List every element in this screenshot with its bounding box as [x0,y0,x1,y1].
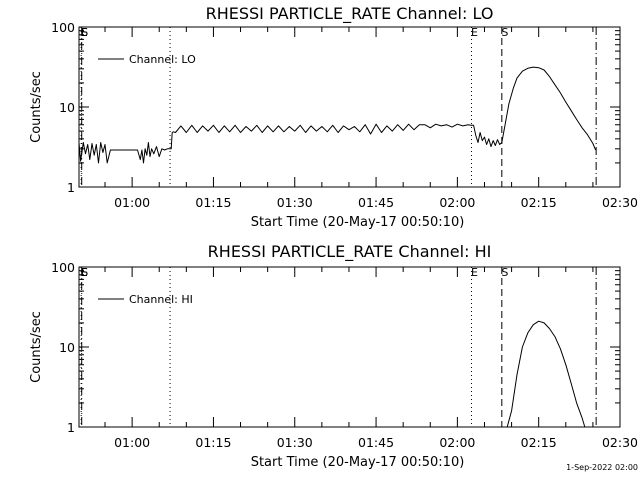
x-tick-label: 01:00 [114,435,150,450]
x-tick-label: 02:00 [439,195,475,210]
x-tick-label: 01:15 [195,195,231,210]
event-marker-label: S [81,26,88,39]
x-tick-label: 01:45 [358,435,394,450]
x-tick-label: 02:30 [602,195,638,210]
chart-title: RHESSI PARTICLE_RATE Channel: LO [206,4,494,24]
y-axis-label: Counts/sec [29,71,44,143]
chart-panel-1 [78,266,621,428]
x-tick-label: 01:30 [277,435,313,450]
event-marker-label: S [81,266,88,279]
x-tick-label: 01:30 [277,195,313,210]
legend-label: Channel: HI [129,293,193,306]
x-tick-label: 01:00 [114,195,150,210]
y-tick-label: 100 [51,20,75,35]
event-marker-label: E [81,266,88,279]
chart-panel-0 [78,26,621,188]
x-axis-label: Start Time (20-May-17 00:50:10) [251,215,465,230]
chart-title: RHESSI PARTICLE_RATE Channel: HI [208,242,492,262]
x-tick-label: 02:00 [439,435,475,450]
y-tick-label: 100 [51,260,75,275]
plot-frame [78,266,621,428]
y-tick-label: 1 [67,180,75,195]
x-tick-label: 01:15 [195,435,231,450]
x-tick-label: 01:45 [358,195,394,210]
x-tick-label: 02:15 [521,435,557,450]
event-marker-label: S [501,26,508,39]
y-axis-label: Counts/sec [29,311,44,383]
series-line [501,66,597,151]
x-tick-label: 02:15 [521,195,557,210]
series-line [78,123,503,164]
y-tick-label: 10 [59,340,75,355]
event-marker-label: E [471,26,478,39]
plot-frame [78,26,621,188]
x-tick-label: 02:30 [602,435,638,450]
event-marker-label: E [471,266,478,279]
footer-timestamp: 1-Sep-2022 02:00 [566,463,638,472]
legend-label: Channel: LO [129,53,196,66]
y-tick-label: 10 [59,100,75,115]
series-line [506,320,586,428]
event-marker-label: E [81,26,88,39]
event-marker-label: S [501,266,508,279]
x-axis-label: Start Time (20-May-17 00:50:10) [251,455,465,470]
y-tick-label: 1 [67,420,75,435]
